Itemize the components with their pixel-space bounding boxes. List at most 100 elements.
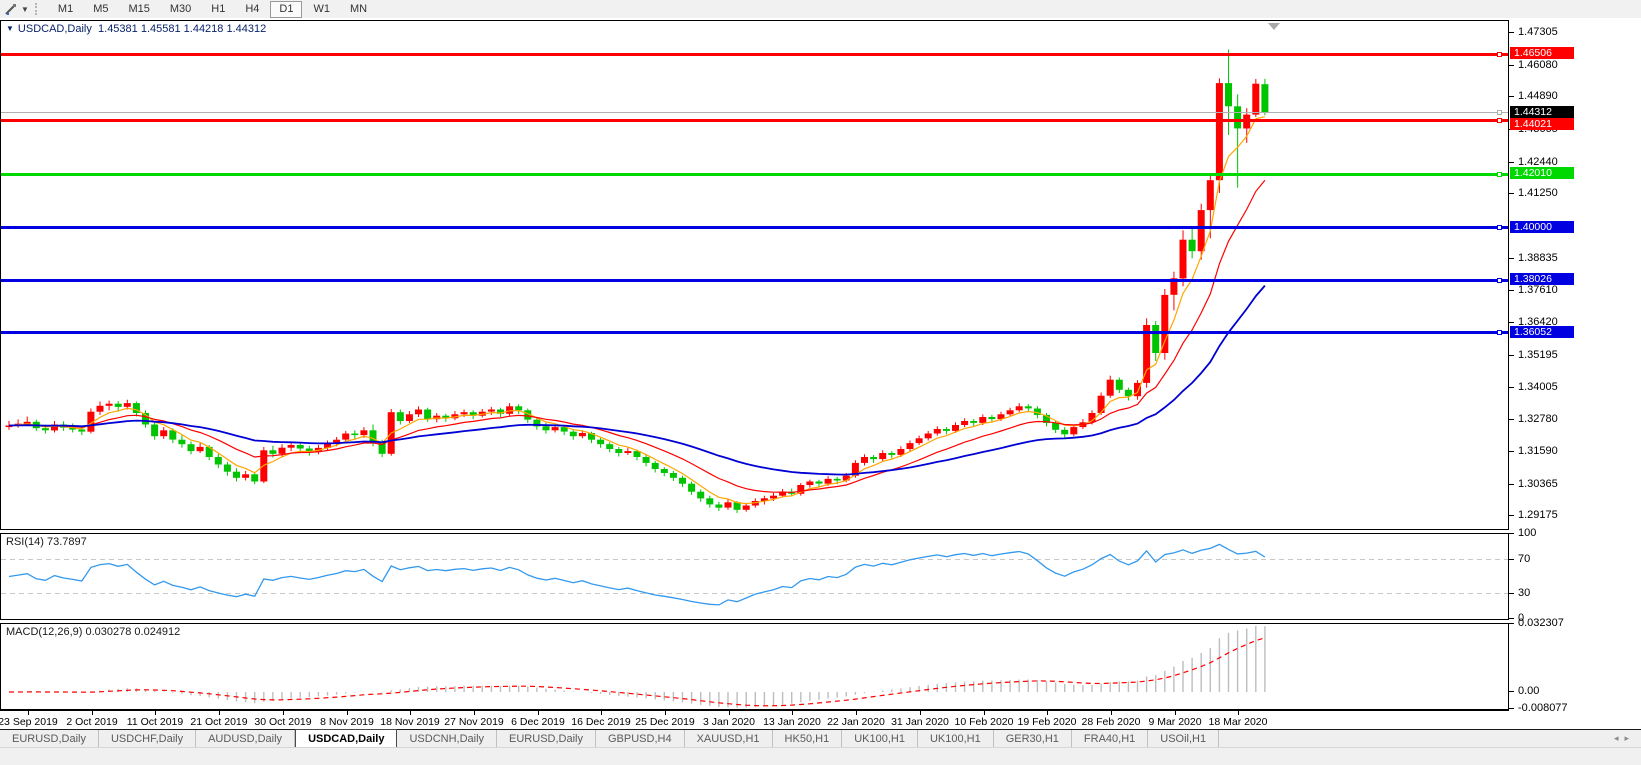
axis-tick-mark: [1509, 387, 1514, 388]
axis-tick-label: 1.41250: [1518, 187, 1558, 199]
level-line-endpoint[interactable]: [1497, 172, 1502, 177]
date-tick-mark: [219, 711, 220, 715]
chart-tab-eurusd-daily[interactable]: EURUSD,Daily: [497, 730, 596, 748]
chart-tab-hk50-h1[interactable]: HK50,H1: [773, 730, 843, 748]
rsi-chart: [1, 543, 1508, 606]
macd-label: MACD(12,26,9) 0.030278 0.024912: [6, 626, 181, 638]
level-line-endpoint[interactable]: [1497, 118, 1502, 123]
date-tick-mark: [1238, 711, 1239, 715]
date-label: 10 Feb 2020: [954, 716, 1014, 728]
chart-tab-uk100-h1[interactable]: UK100,H1: [842, 730, 918, 748]
chart-shift-marker-icon[interactable]: [1268, 23, 1280, 30]
date-tick-mark: [729, 711, 730, 715]
axis-tick-label: 0.00: [1518, 685, 1540, 697]
axis-tick-mark: [1509, 32, 1514, 33]
chart-symbol-label: USDCAD,Daily: [17, 23, 92, 35]
axis-tick-label: 1.31590: [1518, 445, 1558, 457]
axis-tick-mark: [1509, 515, 1514, 516]
date-axis[interactable]: 23 Sep 2019 2 Oct 2019 11 Oct 2019 21 Oct 2…: [0, 710, 1509, 730]
date-label: 3 Jan 2020: [703, 716, 755, 728]
axis-tick-mark: [1509, 322, 1514, 323]
main-price-pane[interactable]: ▼ USDCAD,Daily 1.45381 1.45581 1.44218 1.…: [0, 20, 1509, 530]
tab-scroll-left-icon[interactable]: ◂: [1613, 733, 1625, 743]
price-level-badge: 1.46506: [1510, 47, 1574, 59]
axis-tick-label: 1.36420: [1518, 316, 1558, 328]
axis-tick-mark: [1509, 193, 1514, 194]
price-level-badge: 1.42010: [1510, 167, 1574, 179]
timeframe-button-h4[interactable]: H4: [245, 2, 260, 15]
price-axis[interactable]: 1.473051.460801.448901.436651.424401.412…: [1509, 18, 1641, 729]
horizontal-level-line[interactable]: [1, 173, 1508, 176]
horizontal-level-line[interactable]: [1, 226, 1508, 229]
axis-tick-label: 1.47305: [1518, 26, 1558, 38]
level-line-endpoint[interactable]: [1497, 330, 1502, 335]
timeframe-button-h1[interactable]: H1: [211, 2, 226, 15]
chart-tab-usdcad-daily[interactable]: USDCAD,Daily: [295, 729, 398, 748]
timeframe-button-m30[interactable]: M30: [169, 2, 192, 15]
axis-tick-label: 1.44890: [1518, 90, 1558, 102]
chart-tab-usoil-h1[interactable]: USOil,H1: [1148, 730, 1220, 748]
chart-tab-ger30-h1[interactable]: GER30,H1: [994, 730, 1072, 748]
chart-tab-usdcnh-daily[interactable]: USDCNH,Daily: [397, 730, 498, 748]
tab-scroll-right-icon[interactable]: ▸: [1624, 733, 1635, 743]
chart-tab-fra40-h1[interactable]: FRA40,H1: [1072, 730, 1149, 748]
axis-tick-label: 1.35195: [1518, 349, 1558, 361]
date-tick-mark: [474, 711, 475, 715]
date-tick-mark: [1175, 711, 1176, 715]
macd-indicator-pane[interactable]: MACD(12,26,9) 0.030278 0.024912: [0, 623, 1509, 710]
level-line-endpoint[interactable]: [1497, 225, 1502, 230]
date-label: 30 Oct 2019: [254, 716, 312, 728]
chart-tab-audusd-daily[interactable]: AUDUSD,Daily: [196, 730, 296, 748]
horizontal-level-line[interactable]: [1, 53, 1508, 56]
axis-tick-label: 100: [1518, 527, 1537, 539]
axis-tick-mark: [1509, 258, 1514, 259]
rsi-indicator-pane[interactable]: RSI(14) 73.7897: [0, 533, 1509, 620]
timeframe-button-d1[interactable]: D1: [270, 0, 303, 18]
date-label: 8 Nov 2019: [320, 716, 374, 728]
date-label: 27 Nov 2019: [444, 716, 504, 728]
tool-dropdown-caret-icon[interactable]: ▼: [21, 4, 29, 14]
date-tick-mark: [410, 711, 411, 715]
date-tick-mark: [155, 711, 156, 715]
axis-tick-mark: [1509, 451, 1514, 452]
chart-tab-eurusd-daily[interactable]: EURUSD,Daily: [0, 730, 99, 748]
axis-tick-mark: [1509, 65, 1514, 66]
chart-tab-xauusd-h1[interactable]: XAUUSD,H1: [685, 730, 773, 748]
date-label: 18 Nov 2019: [380, 716, 440, 728]
horizontal-level-line[interactable]: [1, 331, 1508, 334]
axis-tick-label: 0: [1518, 612, 1525, 624]
level-line-endpoint[interactable]: [1497, 278, 1502, 283]
axis-tick-label: 1.34005: [1518, 381, 1558, 393]
horizontal-level-line[interactable]: [1, 112, 1508, 113]
date-label: 19 Feb 2020: [1017, 716, 1077, 728]
timeframe-button-m5[interactable]: M5: [93, 2, 109, 15]
tab-scroll-arrows[interactable]: ◂▸: [1614, 733, 1635, 744]
chart-title: ▼ USDCAD,Daily 1.45381 1.45581 1.44218 1.…: [6, 23, 266, 35]
axis-tick-mark: [1509, 559, 1514, 560]
timeframe-button-w1[interactable]: W1: [313, 2, 330, 15]
price-level-badge: 1.36052: [1510, 326, 1574, 338]
chart-tab-gbpusd-h4[interactable]: GBPUSD,H4: [596, 730, 685, 748]
cursor-tool-button[interactable]: ▼: [0, 0, 33, 18]
axis-tick-mark: [1509, 533, 1514, 534]
horizontal-level-line[interactable]: [1, 279, 1508, 282]
timeframe-button-mn[interactable]: MN: [349, 2, 368, 15]
axis-tick-label: 1.38835: [1518, 252, 1558, 264]
level-line-endpoint[interactable]: [1497, 52, 1502, 57]
axis-tick-label: 1.46080: [1518, 59, 1558, 71]
toolbar-grip-handle[interactable]: [34, 3, 42, 15]
date-label: 18 Mar 2020: [1208, 716, 1268, 728]
level-line-endpoint[interactable]: [1497, 110, 1502, 115]
date-tick-mark: [92, 711, 93, 715]
timeframe-button-m15[interactable]: M15: [128, 2, 150, 15]
date-tick-mark: [856, 711, 857, 715]
axis-tick-mark: [1509, 708, 1514, 709]
chart-tab-uk100-h1[interactable]: UK100,H1: [918, 730, 994, 748]
axis-tick-label: 1.37610: [1518, 284, 1558, 296]
title-dropdown-icon[interactable]: ▼: [6, 24, 14, 33]
timeframe-button-m1[interactable]: M1: [57, 2, 74, 15]
horizontal-level-line[interactable]: [1, 119, 1508, 122]
chart-tab-usdchf-daily[interactable]: USDCHF,Daily: [99, 730, 197, 748]
date-tick-mark: [665, 711, 666, 715]
